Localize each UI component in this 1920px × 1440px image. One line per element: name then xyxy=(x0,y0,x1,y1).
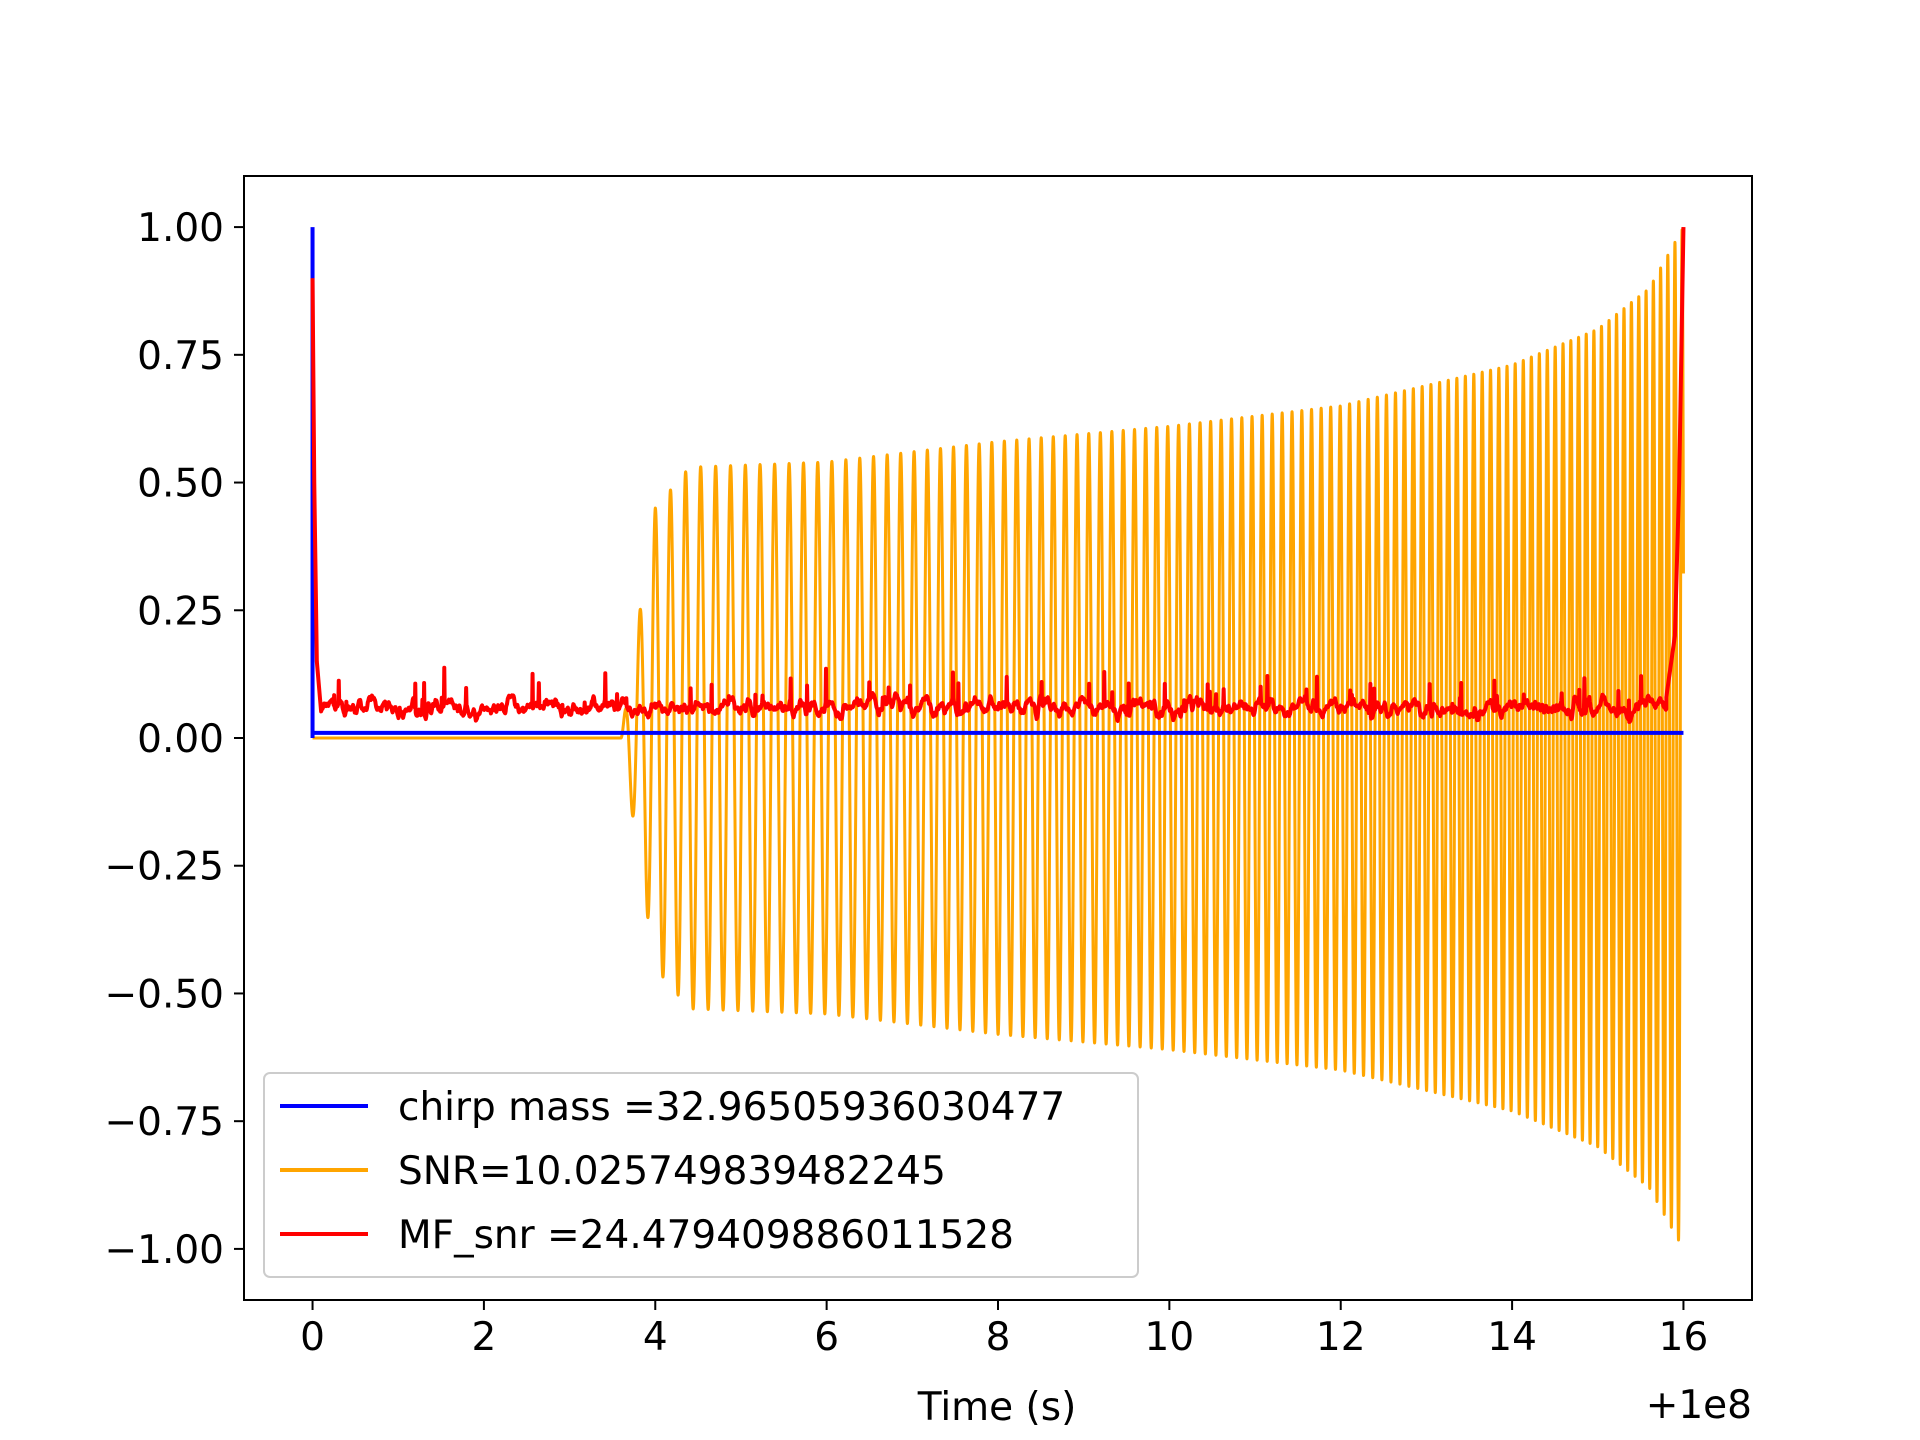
x-tick-label: 2 xyxy=(471,1315,496,1360)
x-axis-label: Time (s) xyxy=(917,1385,1077,1430)
y-tick-label: −0.25 xyxy=(104,845,224,890)
x-tick-label: 16 xyxy=(1659,1315,1709,1360)
x-tick-label: 10 xyxy=(1145,1315,1195,1360)
y-tick-label: 0.75 xyxy=(137,334,224,379)
series-mf-snr-line xyxy=(310,227,1686,724)
y-tick-label: 0.00 xyxy=(137,717,224,762)
x-offset-label: +1e8 xyxy=(1646,1383,1752,1428)
y-axis-ticks: 1.00 0.75 0.50 0.25 0.00 −0.25 −0.50 −0.75 −1.00 xyxy=(104,206,244,1273)
x-tick-label: 0 xyxy=(300,1315,325,1360)
x-tick-label: 4 xyxy=(643,1315,668,1360)
x-tick-label: 12 xyxy=(1316,1315,1366,1360)
legend: chirp mass =32.96505936030477 SNR=10.025… xyxy=(263,1072,1139,1278)
legend-label-chirp-mass: chirp mass =32.96505936030477 xyxy=(398,1085,1065,1130)
x-tick-label: 6 xyxy=(814,1315,839,1360)
y-tick-label: 0.50 xyxy=(137,462,224,507)
y-tick-label: −0.50 xyxy=(104,972,224,1017)
y-tick-label: −1.00 xyxy=(104,1228,224,1273)
series-layer xyxy=(310,227,1686,1242)
x-tick-label: 8 xyxy=(986,1315,1011,1360)
y-tick-label: −0.75 xyxy=(104,1100,224,1145)
y-tick-label: 1.00 xyxy=(137,206,224,251)
legend-label-mf-snr: MF_snr =24.479409886011528 xyxy=(398,1213,1014,1258)
series-snr-line xyxy=(312,228,1685,1242)
legend-label-snr: SNR=10.025749839482245 xyxy=(398,1149,946,1194)
y-tick-label: 0.25 xyxy=(137,589,224,634)
x-axis-ticks: 0 2 4 6 8 10 12 14 16 xyxy=(300,1300,1708,1360)
x-tick-label: 14 xyxy=(1487,1315,1537,1360)
legend-box xyxy=(263,1072,1139,1278)
series-chirp-mass-line xyxy=(310,227,1684,738)
